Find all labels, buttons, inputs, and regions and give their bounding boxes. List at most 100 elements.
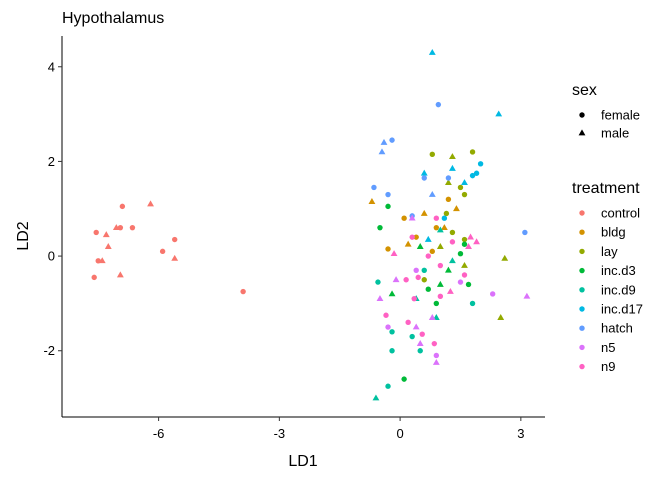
data-point (477, 161, 484, 167)
data-point (421, 277, 427, 283)
data-point (449, 257, 456, 264)
data-point (372, 394, 380, 401)
data-point (409, 234, 415, 240)
x-tick-label: 3 (517, 426, 524, 441)
data-point (416, 340, 424, 346)
data-point (147, 200, 154, 207)
data-point (385, 383, 391, 389)
data-point (457, 251, 464, 257)
data-point (461, 241, 468, 247)
data-point (389, 348, 395, 354)
legend-label: inc.d3 (601, 263, 636, 278)
legend-key-color (579, 248, 585, 255)
y-tick-label: -2 (43, 343, 55, 358)
data-point (377, 224, 383, 231)
data-point (437, 293, 444, 300)
data-point (440, 224, 448, 231)
legend-sex-title: sex (572, 82, 597, 99)
data-point (411, 295, 417, 302)
data-point (104, 243, 112, 249)
data-point (461, 179, 468, 186)
data-point (408, 214, 416, 221)
data-point (444, 179, 452, 186)
data-point (445, 175, 452, 181)
data-point (425, 253, 431, 259)
legend-key-color (579, 344, 585, 351)
data-point (102, 231, 110, 238)
data-point (443, 210, 450, 217)
data-point (401, 215, 407, 221)
data-point (469, 172, 476, 179)
data-point (457, 279, 464, 285)
data-point (425, 286, 431, 292)
data-point (413, 267, 419, 273)
legend-key-color (579, 325, 585, 331)
data-point (446, 287, 454, 294)
y-axis-ticks: -2 0 2 4 (43, 59, 62, 358)
data-point (413, 234, 419, 240)
data-point (392, 276, 400, 283)
legend-label: male (601, 126, 629, 141)
legend-key-circle (579, 112, 585, 118)
data-point (376, 295, 384, 302)
data-point (433, 352, 440, 359)
data-point (117, 224, 124, 231)
data-point (431, 340, 438, 347)
y-tick-label: 4 (48, 59, 55, 74)
data-point (389, 329, 395, 335)
data-point (380, 138, 388, 145)
data-point (444, 266, 452, 273)
data-point (453, 205, 460, 212)
data-point (119, 203, 126, 210)
data-point (523, 292, 531, 299)
data-point (405, 319, 411, 326)
data-point (417, 348, 423, 354)
data-point (433, 215, 440, 221)
legend-label: hatch (601, 321, 633, 336)
data-point (449, 153, 456, 160)
data-point (389, 137, 395, 143)
data-point (465, 243, 472, 249)
legend-label: n5 (601, 340, 615, 355)
data-point (424, 235, 432, 242)
data-point (412, 323, 420, 330)
data-point (371, 184, 377, 191)
data-point (449, 229, 456, 236)
x-axis-ticks: -6 -3 0 3 (153, 417, 524, 441)
data-point (378, 148, 386, 155)
legend-key-triangle (578, 129, 586, 136)
data-point (171, 254, 179, 261)
y-axis-title: LD2 (15, 221, 32, 250)
data-point (449, 164, 456, 171)
data-point (467, 233, 474, 240)
x-tick-label: -3 (274, 426, 286, 441)
data-point (445, 196, 452, 202)
data-point (368, 198, 376, 204)
data-point (388, 290, 396, 297)
data-point (240, 288, 246, 295)
data-point (489, 291, 496, 297)
data-point (461, 236, 468, 243)
data-point (421, 175, 427, 181)
data-point (435, 101, 442, 108)
legend-label: inc.d9 (601, 282, 636, 297)
legend-key-color (579, 287, 585, 293)
data-point (469, 149, 476, 155)
data-point (441, 215, 448, 221)
legend-key-color (579, 267, 585, 274)
legend-label: bldg (601, 225, 626, 240)
legend-label: female (601, 108, 640, 123)
legend-label: n9 (601, 359, 615, 374)
data-point (421, 267, 427, 273)
data-point (401, 376, 407, 382)
data-point (501, 254, 509, 261)
data-point (419, 331, 425, 337)
legend-treatment-items: control bldg lay inc.d3 inc.d9 inc.d17 hatch n5… (579, 206, 643, 374)
data-point (428, 314, 436, 320)
chart-title: Hypothalamus (62, 10, 164, 27)
data-point (390, 250, 398, 257)
legend-treatment-title: treatment (572, 180, 640, 197)
plot-area (91, 48, 531, 401)
legend-key-color (579, 363, 585, 370)
